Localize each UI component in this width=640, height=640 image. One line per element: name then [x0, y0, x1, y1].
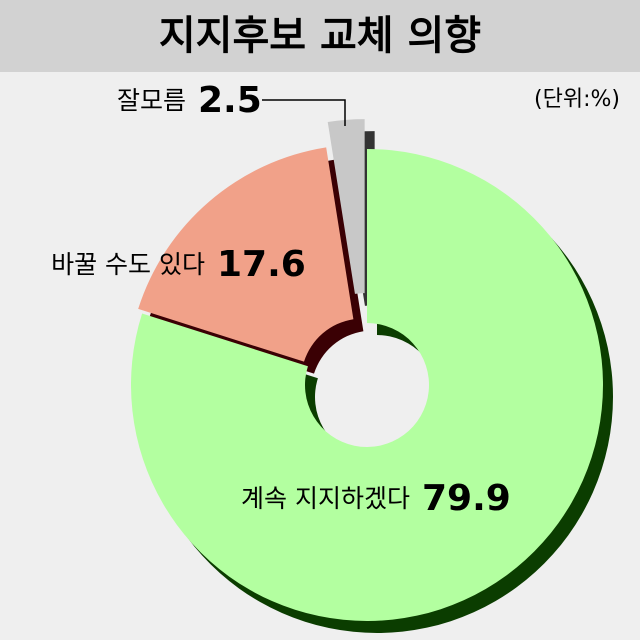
- leader-line: [262, 99, 346, 126]
- category-label: 바꿀 수도 있다: [51, 250, 205, 279]
- labels: 계속 지지하겠다 79.9 바꿀 수도 있다 17.6 잘모름 2.5: [51, 80, 511, 519]
- category-label: 잘모름: [117, 86, 186, 115]
- slices: [130, 119, 603, 622]
- value-label: 2.5: [198, 80, 262, 121]
- category-label: 계속 지지하겠다: [241, 484, 410, 513]
- value-label: 17.6: [217, 244, 306, 285]
- chart-title: 지지후보 교체 의향: [159, 13, 481, 59]
- value-label: 79.9: [422, 478, 511, 519]
- unit-note: (단위:%): [534, 87, 620, 112]
- title-banner: [0, 0, 640, 72]
- slice: [138, 147, 354, 362]
- slice: [130, 149, 603, 622]
- slice: [327, 119, 365, 294]
